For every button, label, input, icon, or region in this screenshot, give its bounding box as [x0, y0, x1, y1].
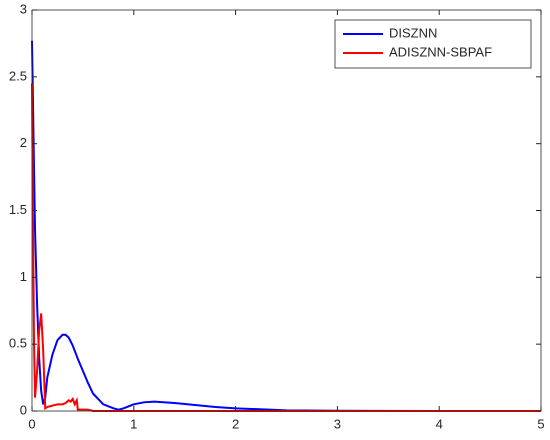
x-tick-label: 1: [130, 416, 137, 431]
x-tick-label: 0: [28, 416, 35, 431]
x-tick-label: 4: [436, 416, 443, 431]
legend-box: [334, 19, 532, 69]
x-tick-label: 3: [334, 416, 341, 431]
legend: DISZNN ADISZNN-SBPAF: [334, 19, 532, 69]
plot-area: [32, 10, 541, 411]
x-tick-label: 5: [537, 416, 544, 431]
x-tick-label: 2: [232, 416, 239, 431]
y-tick-label: 0: [20, 402, 27, 417]
y-tick-label: 0.5: [9, 336, 27, 351]
legend-label: DISZNN: [389, 25, 437, 40]
y-tick-label: 2.5: [9, 68, 27, 83]
y-tick-label: 1: [20, 269, 27, 284]
y-tick-label: 2: [20, 135, 27, 150]
y-tick-label: 1.5: [9, 202, 27, 217]
data-line: [31, 40, 541, 412]
legend-label: ADISZNN-SBPAF: [389, 44, 492, 59]
y-tick-label: 3: [20, 1, 27, 16]
